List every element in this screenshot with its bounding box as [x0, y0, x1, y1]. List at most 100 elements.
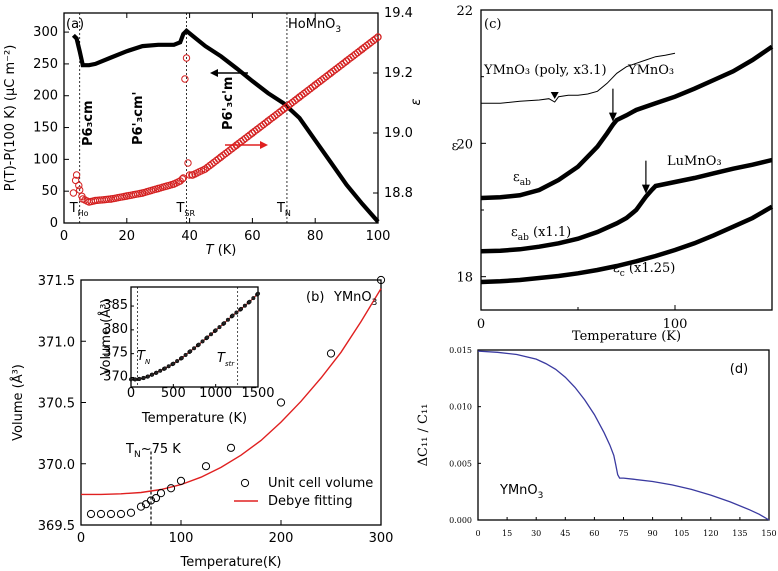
panel-b-inset-point [128, 377, 134, 382]
panel-d-xtick-label: 135 [732, 529, 747, 538]
panel-b-inset-point [141, 375, 146, 381]
panel-a-epsilon-point [179, 174, 188, 182]
panel-c-xlabel: Temperature (K) [572, 329, 681, 344]
panel-c-ymno3-label: YMnO₃ [627, 63, 674, 78]
panel-b-inset-tstr-label: Tstr [217, 351, 235, 368]
panel-b-volume-point [326, 349, 336, 358]
panel-a-xtick-label: 60 [244, 229, 261, 244]
panel-b-material: YMnO3 [333, 290, 377, 308]
panel-b-ytick-label: 371.5 [38, 274, 75, 289]
panel-b-inset-point [175, 359, 180, 364]
panel-b-inset-xtick-label: 1000 [199, 386, 232, 401]
panel-a-transition-label: TN [276, 201, 291, 218]
panel-a-label: (a) [66, 17, 84, 32]
panel-b-inset-point [183, 352, 188, 358]
panel-b-inset-point [133, 377, 138, 382]
panel-a-epsilon-point [104, 195, 113, 203]
panel-b-xtick-label: 100 [169, 531, 194, 546]
panel-a-phase-label: P6'₃c'm [221, 77, 236, 130]
panel-c-ytick-label: 22 [456, 4, 473, 19]
panel-b-inset-point [154, 370, 159, 375]
panel-a-ytick-label: 300 [33, 25, 58, 40]
panel-b-inset-point [158, 368, 163, 373]
panel-c-series-line [481, 52, 676, 104]
panel-b-inset-point [196, 342, 201, 347]
panel-b-ytick-label: 370.5 [38, 397, 75, 412]
panel-d-label: (d) [730, 362, 748, 377]
panel-a-y2label: ε [409, 98, 424, 105]
panel-b-inset-point [188, 349, 193, 354]
panel-b-inset-point [222, 321, 227, 326]
panel-b-inset-xtick-label: 0 [127, 386, 135, 401]
panel-a-epsilon-point [178, 175, 187, 183]
panel-b-volume-point [156, 489, 166, 498]
panel-b-inset-point [145, 374, 150, 379]
panel-b-volume-point [126, 508, 136, 517]
panel-c-ytick-label: 18 [456, 271, 473, 286]
panel-b-inset-point [200, 339, 205, 344]
panel-a-epsilon-point [72, 171, 81, 179]
panel-a-y2tick-label: 19.4 [384, 6, 413, 21]
panel-c-ylabel: ε [452, 139, 459, 154]
panel-b-inset-point [166, 364, 171, 369]
panel-a-ylabel: P(T)-P(100 K) (μC m⁻²) [3, 45, 18, 192]
panel-b-inset-point [150, 372, 155, 377]
panel-b-volume-point [106, 509, 116, 519]
panel-b-inset-point [242, 303, 247, 308]
panel-a-y2tick-label: 19.2 [384, 66, 413, 81]
panel-b-legend-label: Debye fitting [268, 494, 353, 509]
panel-a-epsilon-point [76, 186, 84, 194]
panel-b-inset-point [234, 310, 239, 315]
panel-a-ytick-label: 100 [33, 152, 58, 167]
panel-b-inset-tn-label: TN [137, 349, 151, 366]
panel-b-inset-xtick-label: 1500 [241, 386, 274, 401]
panel-b-xtick-label: 200 [269, 531, 294, 546]
panel-d-ytick-label: 0.015 [449, 346, 472, 355]
panel-a-polarization-curve [71, 27, 380, 224]
panel-b-debye-fit [81, 288, 382, 496]
panel-b-inset-point [247, 299, 252, 304]
panel-b-inset-xlabel: Temperature (K) [141, 411, 247, 426]
panel-a-y2tick-label: 18.8 [384, 186, 413, 201]
panel-b-ytick-label: 369.5 [38, 519, 75, 534]
panel-c-eps-c-label: εc (x1.25) [613, 261, 675, 279]
panel-c-eps-ab-label: εab [513, 170, 531, 188]
panel-b-inset-point [179, 355, 184, 361]
panel-d-xtick-label: 90 [648, 529, 658, 538]
panel-a-epsilon-point [185, 171, 194, 179]
panel-b-label: (b) [306, 290, 324, 305]
panel-d-xtick-label: 150 [761, 529, 776, 538]
panel-a-xtick-label: 80 [307, 229, 324, 244]
panel-a-ytick-label: 50 [41, 184, 58, 199]
panel-a-epsilon-point [184, 159, 192, 167]
panel-a-epsilon-point [181, 75, 189, 83]
panel-b-inset-fit [131, 293, 259, 380]
panel-b-inset-point [137, 376, 142, 381]
panel-b-inset-ytick-label: 370 [103, 369, 128, 384]
panel-b-volume-point [376, 275, 386, 285]
panel-c-eps-ab2-label: εab (x1.1) [511, 225, 571, 243]
panel-b-inset-point [162, 366, 167, 371]
panel-a-xtick-label: 0 [60, 229, 68, 244]
panel-a-phase-label: P6'₃cm' [131, 92, 146, 145]
panel-b-volume-point [176, 476, 186, 485]
panel-b-tn-annotation: TN~75 K [125, 442, 181, 460]
panel-a-arrowhead-left [210, 69, 218, 77]
panel-b-inset-point [192, 346, 197, 351]
panel-c-lumno3-label: LuMnO₃ [667, 154, 722, 169]
panel-b-volume-point [226, 443, 236, 452]
panel-d-xtick-label: 75 [618, 529, 628, 538]
panel-b-ytick-label: 371.0 [38, 335, 75, 350]
panel-d-material: YMnO3 [499, 483, 543, 501]
panel-a-xtick-label: 100 [366, 229, 391, 244]
panel-c-series-line [480, 204, 774, 285]
panel-c-series-line [480, 44, 774, 201]
panel-d-curve [477, 350, 770, 521]
panel-b-inset-point [255, 291, 261, 296]
panel-a-frame [63, 12, 379, 224]
panel-d-xtick-label: 45 [560, 529, 570, 538]
panel-b-ylabel: Volume (Å³) [10, 364, 26, 441]
panel-b-volume-point [116, 509, 126, 519]
panel-b-inset-point [171, 361, 176, 366]
